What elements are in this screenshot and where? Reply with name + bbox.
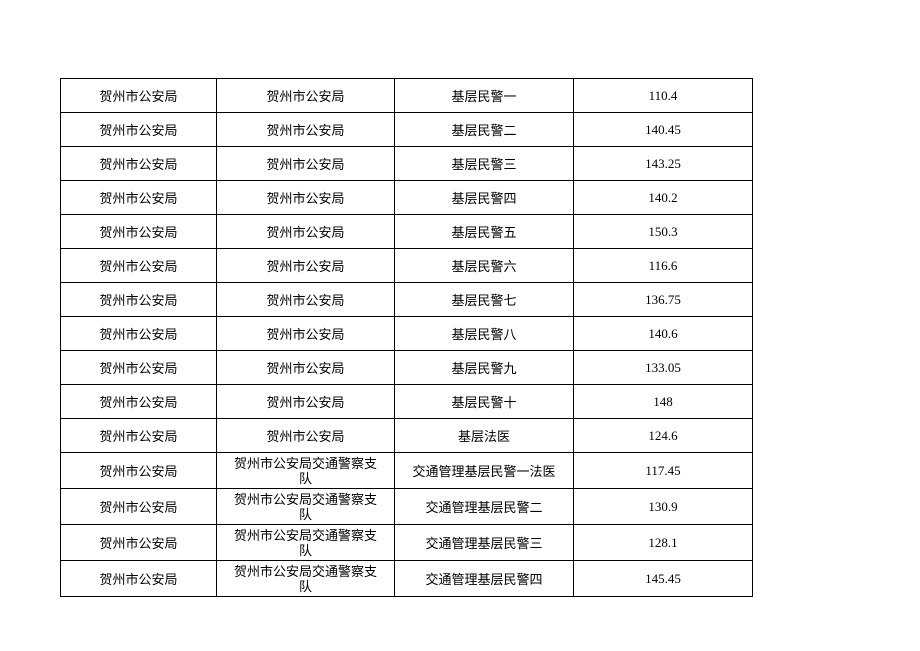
cell-score: 124.6 [574,419,753,453]
table-row: 贺州市公安局贺州市公安局基层民警六116.6 [61,249,753,283]
cell-score: 117.45 [574,453,753,489]
cell-unit: 贺州市公安局 [217,283,395,317]
cell-score: 140.45 [574,113,753,147]
cell-unit-line1: 贺州市公安局交通警察支 [234,492,377,507]
cell-score: 130.9 [574,489,753,525]
cell-unit: 贺州市公安局 [217,351,395,385]
cell-unit: 贺州市公安局 [217,79,395,113]
cell-unit-line2: 队 [299,507,312,522]
cell-dept: 贺州市公安局 [61,147,217,181]
table-body: 贺州市公安局贺州市公安局基层民警一110.4贺州市公安局贺州市公安局基层民警二1… [61,79,753,597]
cell-position: 基层民警十 [395,385,574,419]
cell-position: 交通管理基层民警四 [395,561,574,597]
cell-position: 交通管理基层民警三 [395,525,574,561]
cell-score: 133.05 [574,351,753,385]
cell-position: 基层民警五 [395,215,574,249]
table-row: 贺州市公安局贺州市公安局交通警察支队交通管理基层民警三128.1 [61,525,753,561]
cell-dept: 贺州市公安局 [61,317,217,351]
data-table: 贺州市公安局贺州市公安局基层民警一110.4贺州市公安局贺州市公安局基层民警二1… [60,78,753,597]
cell-unit: 贺州市公安局交通警察支队 [217,561,395,597]
table-row: 贺州市公安局贺州市公安局交通警察支队交通管理基层民警四145.45 [61,561,753,597]
cell-position: 基层民警一 [395,79,574,113]
table-row: 贺州市公安局贺州市公安局基层民警八140.6 [61,317,753,351]
cell-unit: 贺州市公安局交通警察支队 [217,525,395,561]
cell-score: 140.2 [574,181,753,215]
cell-score: 110.4 [574,79,753,113]
cell-unit: 贺州市公安局 [217,113,395,147]
table-row: 贺州市公安局贺州市公安局基层民警十148 [61,385,753,419]
cell-dept: 贺州市公安局 [61,525,217,561]
cell-dept: 贺州市公安局 [61,249,217,283]
cell-unit: 贺州市公安局交通警察支队 [217,489,395,525]
table-row: 贺州市公安局贺州市公安局基层民警三143.25 [61,147,753,181]
cell-score: 136.75 [574,283,753,317]
cell-unit: 贺州市公安局 [217,147,395,181]
cell-score: 148 [574,385,753,419]
cell-position: 基层民警三 [395,147,574,181]
table-row: 贺州市公安局贺州市公安局基层民警四140.2 [61,181,753,215]
cell-score: 140.6 [574,317,753,351]
cell-unit-line2: 队 [299,543,312,558]
cell-position: 交通管理基层民警一法医 [395,453,574,489]
cell-position: 基层民警四 [395,181,574,215]
cell-unit-line2: 队 [299,471,312,486]
cell-dept: 贺州市公安局 [61,489,217,525]
table-row: 贺州市公安局贺州市公安局交通警察支队交通管理基层民警一法医117.45 [61,453,753,489]
cell-dept: 贺州市公安局 [61,561,217,597]
cell-dept: 贺州市公安局 [61,283,217,317]
cell-dept: 贺州市公安局 [61,181,217,215]
cell-unit: 贺州市公安局 [217,385,395,419]
cell-dept: 贺州市公安局 [61,419,217,453]
cell-score: 128.1 [574,525,753,561]
cell-score: 116.6 [574,249,753,283]
cell-unit: 贺州市公安局交通警察支队 [217,453,395,489]
cell-dept: 贺州市公安局 [61,215,217,249]
cell-dept: 贺州市公安局 [61,79,217,113]
cell-score: 143.25 [574,147,753,181]
table-row: 贺州市公安局贺州市公安局基层民警九133.05 [61,351,753,385]
cell-position: 基层民警二 [395,113,574,147]
cell-unit: 贺州市公安局 [217,419,395,453]
cell-unit-line2: 队 [299,579,312,594]
cell-position: 交通管理基层民警二 [395,489,574,525]
table-row: 贺州市公安局贺州市公安局基层民警七136.75 [61,283,753,317]
table-row: 贺州市公安局贺州市公安局基层民警二140.45 [61,113,753,147]
cell-unit: 贺州市公安局 [217,249,395,283]
cell-unit-line1: 贺州市公安局交通警察支 [234,564,377,579]
cell-position: 基层民警九 [395,351,574,385]
cell-position: 基层民警八 [395,317,574,351]
cell-dept: 贺州市公安局 [61,385,217,419]
cell-position: 基层民警七 [395,283,574,317]
cell-unit: 贺州市公安局 [217,317,395,351]
cell-dept: 贺州市公安局 [61,453,217,489]
cell-score: 145.45 [574,561,753,597]
cell-score: 150.3 [574,215,753,249]
cell-dept: 贺州市公安局 [61,351,217,385]
table-row: 贺州市公安局贺州市公安局交通警察支队交通管理基层民警二130.9 [61,489,753,525]
table-row: 贺州市公安局贺州市公安局基层民警一110.4 [61,79,753,113]
cell-dept: 贺州市公安局 [61,113,217,147]
cell-position: 基层民警六 [395,249,574,283]
cell-unit: 贺州市公安局 [217,181,395,215]
cell-unit: 贺州市公安局 [217,215,395,249]
table-row: 贺州市公安局贺州市公安局基层法医124.6 [61,419,753,453]
page: 贺州市公安局贺州市公安局基层民警一110.4贺州市公安局贺州市公安局基层民警二1… [0,0,920,651]
cell-unit-line1: 贺州市公安局交通警察支 [234,528,377,543]
cell-position: 基层法医 [395,419,574,453]
table-row: 贺州市公安局贺州市公安局基层民警五150.3 [61,215,753,249]
cell-unit-line1: 贺州市公安局交通警察支 [234,456,377,471]
